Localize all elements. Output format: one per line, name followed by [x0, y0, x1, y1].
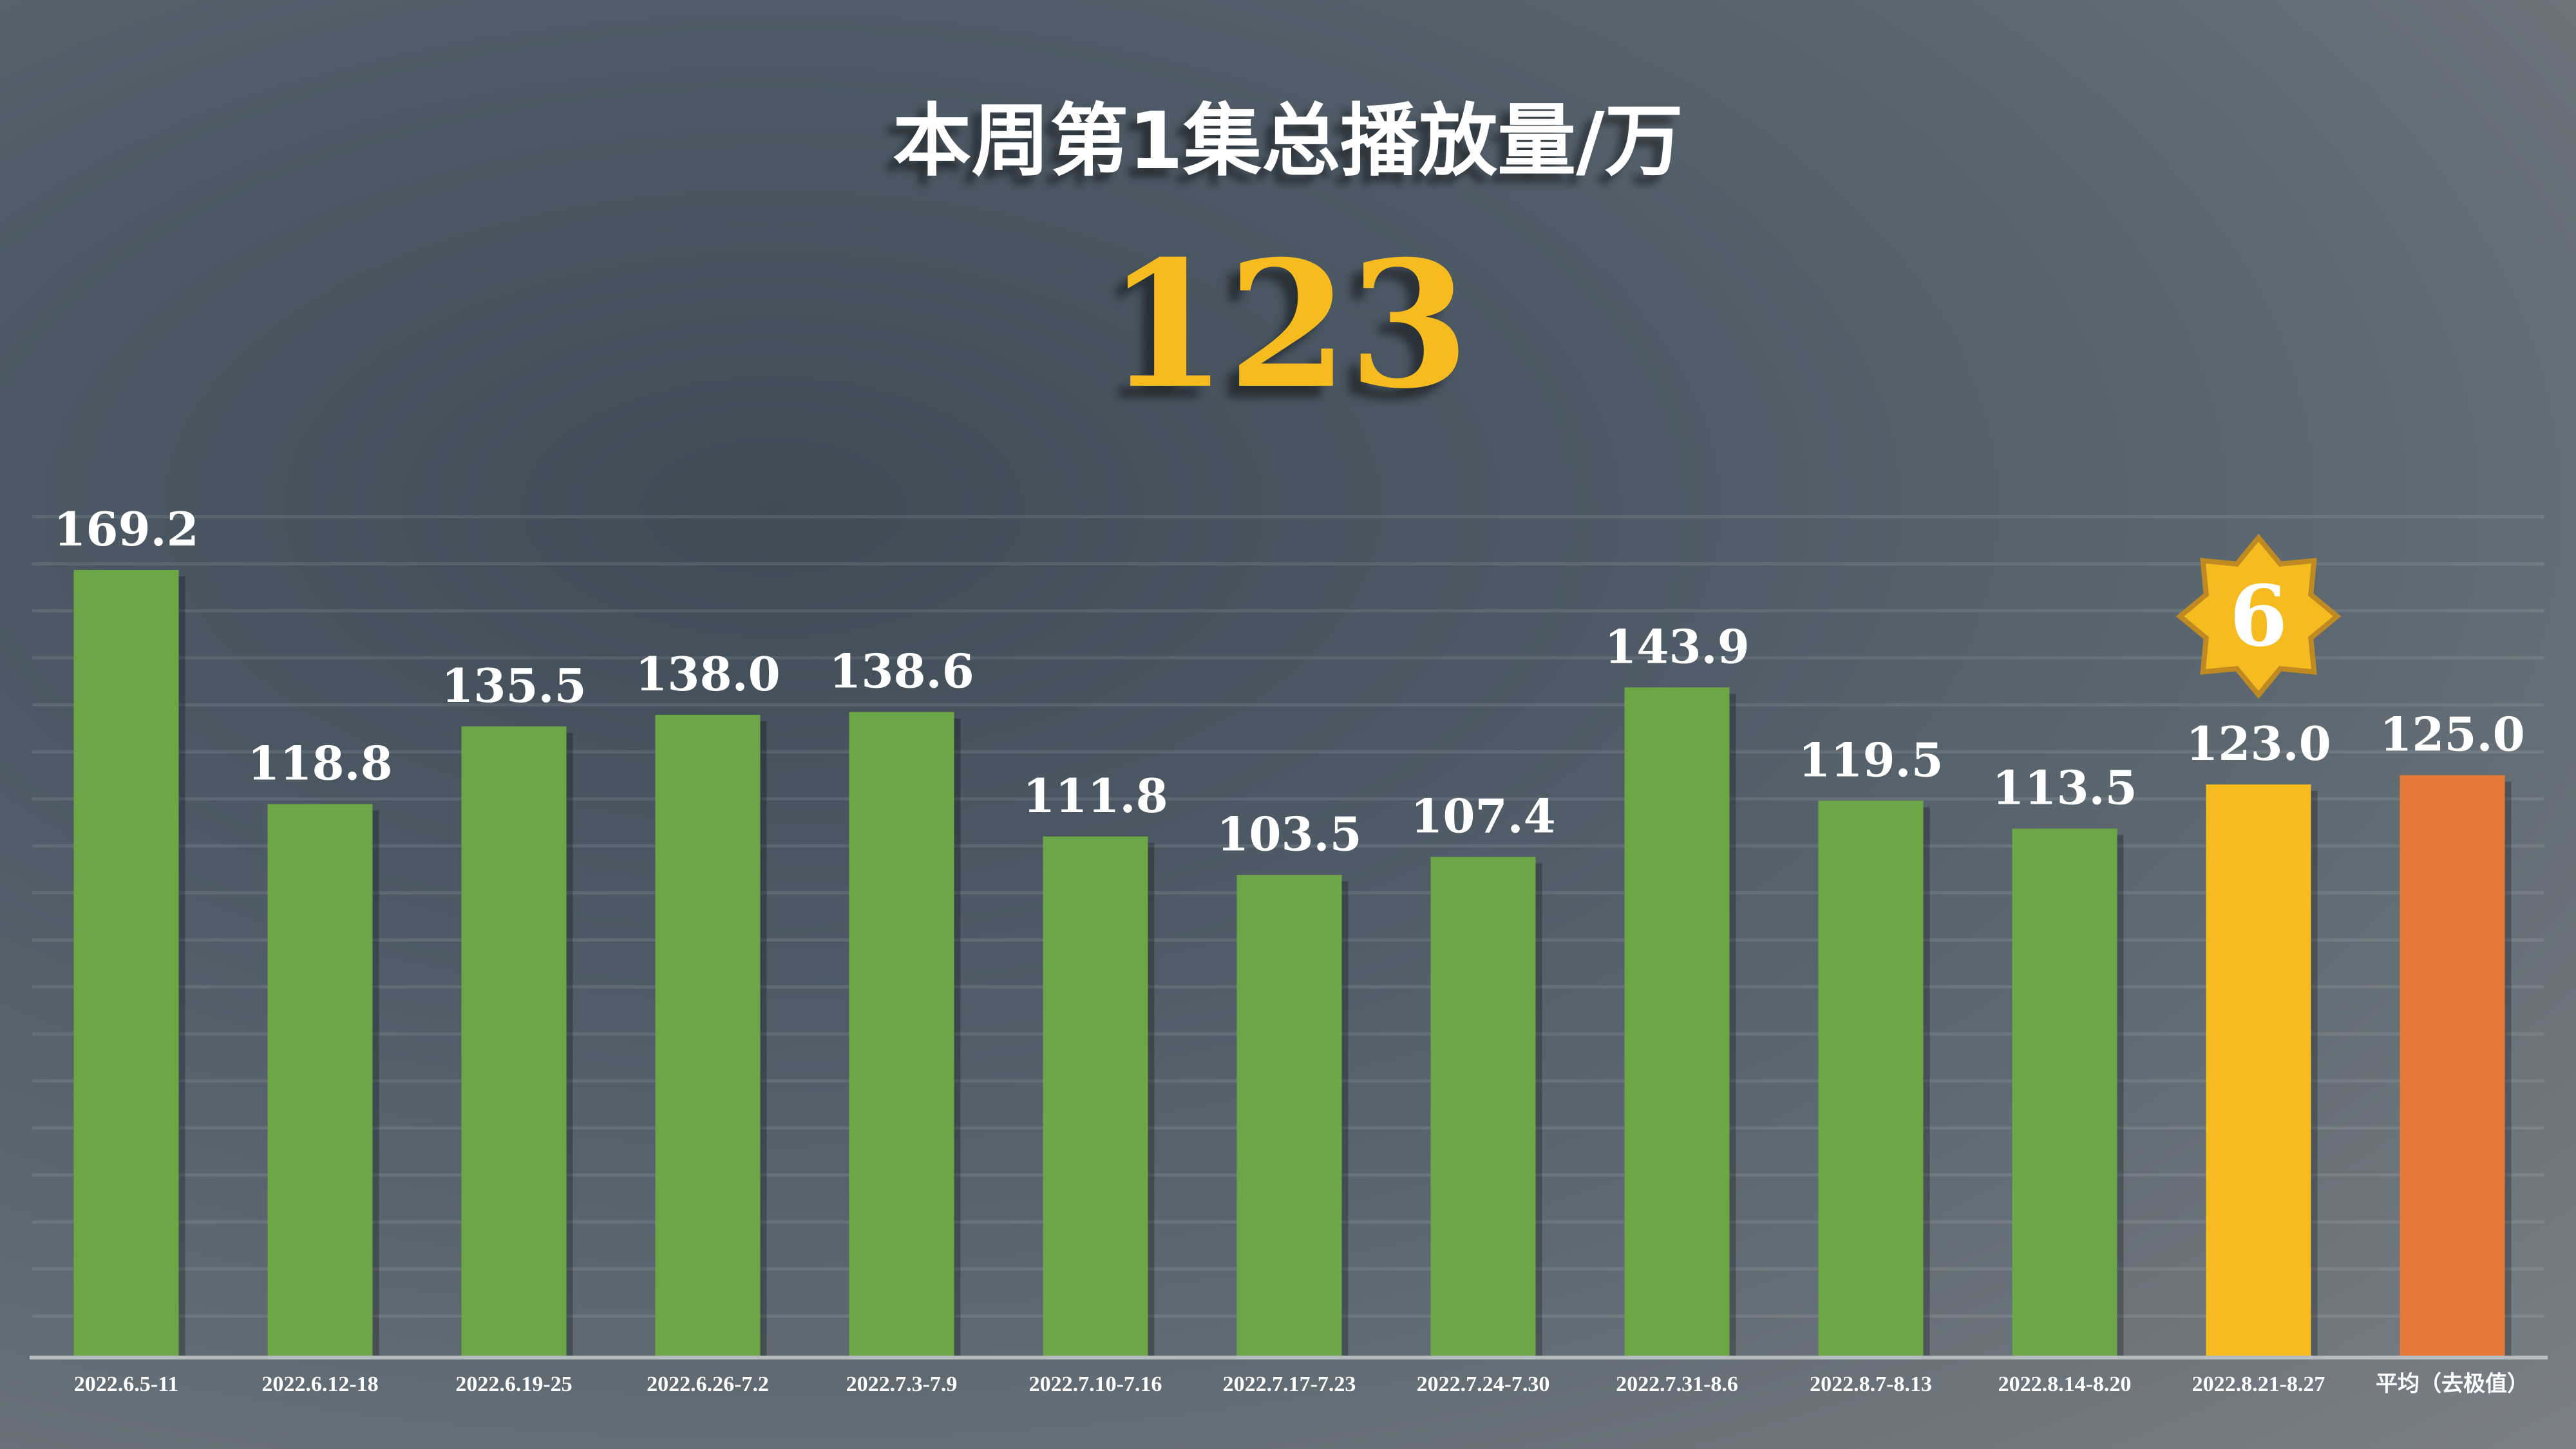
data-label: 103.5 [1217, 807, 1361, 862]
bar [1043, 836, 1148, 1356]
rank-badge-number: 6 [2230, 567, 2287, 665]
bar [2400, 775, 2505, 1356]
highlight-value: 123 [1106, 222, 1470, 427]
x-tick-label: 2022.7.3-7.9 [846, 1372, 958, 1396]
data-label: 135.5 [441, 658, 586, 713]
rank-badge [2175, 533, 2342, 699]
bar [73, 570, 179, 1356]
x-tick-label: 2022.7.17-7.23 [1223, 1372, 1356, 1396]
data-label: 118.8 [247, 735, 392, 790]
x-tick-label: 2022.8.7-8.13 [1810, 1372, 1932, 1396]
bar [1818, 800, 1924, 1356]
bar [1236, 875, 1342, 1356]
x-axis-line [30, 1356, 2548, 1359]
data-label: 138.6 [829, 644, 974, 699]
x-tick-label: 2022.6.26-7.2 [647, 1372, 769, 1396]
data-label: 123.0 [2186, 716, 2331, 771]
data-label: 119.5 [1798, 732, 1943, 787]
chart-title: 本周第1集总播放量/万 [893, 95, 1683, 187]
x-tick-label: 2022.6.5-11 [74, 1372, 178, 1396]
bar [1624, 687, 1730, 1356]
x-tick-label: 2022.8.14-8.20 [1998, 1372, 2132, 1396]
bar [2012, 828, 2117, 1356]
bar [1430, 857, 1536, 1356]
x-tick-label: 2022.6.12-18 [261, 1372, 378, 1396]
data-label: 169.2 [53, 502, 198, 556]
x-tick-label: 平均（去极值） [2376, 1371, 2529, 1396]
data-label: 143.9 [1604, 619, 1749, 674]
x-tick-label: 2022.7.31-8.6 [1616, 1372, 1738, 1396]
bar [655, 714, 761, 1356]
data-label: 113.5 [1992, 761, 2137, 815]
bar [2206, 784, 2311, 1356]
bar [461, 726, 567, 1356]
data-label: 107.4 [1410, 789, 1555, 844]
data-label: 111.8 [1023, 768, 1168, 823]
bar [267, 804, 373, 1356]
bar [849, 712, 954, 1356]
x-tick-label: 2022.6.19-25 [455, 1372, 572, 1396]
x-tick-label: 2022.7.10-7.16 [1029, 1372, 1162, 1396]
data-label: 138.0 [635, 647, 780, 701]
x-tick-label: 2022.7.24-7.30 [1417, 1372, 1550, 1396]
x-tick-label: 2022.8.21-8.27 [2192, 1372, 2325, 1396]
data-label: 125.0 [2380, 707, 2524, 762]
